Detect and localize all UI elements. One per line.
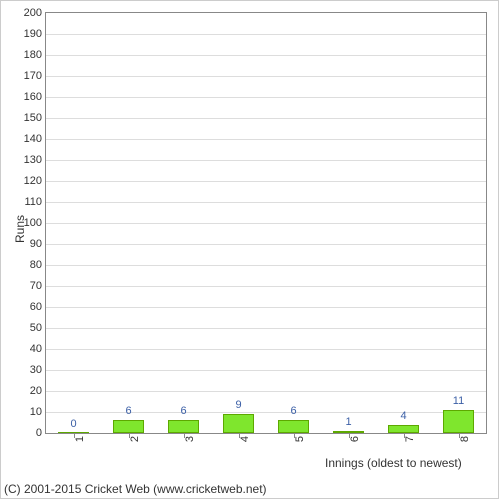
grid-line	[46, 223, 486, 224]
y-tick-label: 160	[24, 91, 42, 103]
y-tick-label: 200	[24, 7, 42, 19]
bar-value-label: 1	[345, 416, 351, 428]
y-tick-label: 20	[30, 385, 42, 397]
bar	[443, 410, 473, 433]
bar-value-label: 6	[180, 405, 186, 417]
y-tick-label: 30	[30, 364, 42, 376]
bar-value-label: 6	[290, 405, 296, 417]
bar-value-label: 4	[400, 410, 406, 422]
grid-line	[46, 244, 486, 245]
bar-value-label: 9	[235, 399, 241, 411]
bar-value-label: 6	[125, 405, 131, 417]
grid-line	[46, 286, 486, 287]
x-tick-label: 6	[349, 436, 361, 442]
grid-line	[46, 412, 486, 413]
grid-line	[46, 160, 486, 161]
x-tick-label: 1	[74, 436, 86, 442]
bar	[113, 420, 143, 433]
x-tick-label: 5	[294, 436, 306, 442]
grid-line	[46, 76, 486, 77]
y-tick-label: 70	[30, 280, 42, 292]
bar	[223, 414, 253, 433]
chart-container: 0102030405060708090100110120130140150160…	[0, 0, 500, 500]
y-tick-label: 10	[30, 406, 42, 418]
y-tick-label: 170	[24, 70, 42, 82]
bar	[278, 420, 308, 433]
y-tick-label: 110	[24, 196, 42, 208]
y-tick-label: 190	[24, 28, 42, 40]
y-tick-label: 60	[30, 301, 42, 313]
y-tick-label: 40	[30, 343, 42, 355]
grid-line	[46, 202, 486, 203]
grid-line	[46, 265, 486, 266]
grid-line	[46, 97, 486, 98]
bar-value-label: 11	[453, 395, 464, 407]
y-tick-label: 50	[30, 322, 42, 334]
bar-value-label: 0	[70, 418, 76, 430]
grid-line	[46, 118, 486, 119]
x-tick-label: 4	[239, 436, 251, 442]
grid-line	[46, 181, 486, 182]
y-tick-label: 0	[36, 427, 42, 439]
plot-area: 0102030405060708090100110120130140150160…	[45, 12, 487, 434]
x-tick-label: 2	[129, 436, 141, 442]
y-tick-label: 150	[24, 112, 42, 124]
y-axis-label: Runs	[13, 215, 27, 243]
bar	[388, 425, 418, 433]
y-tick-label: 180	[24, 49, 42, 61]
grid-line	[46, 55, 486, 56]
y-tick-label: 90	[30, 238, 42, 250]
grid-line	[46, 328, 486, 329]
grid-line	[46, 391, 486, 392]
grid-line	[46, 34, 486, 35]
y-tick-label: 80	[30, 259, 42, 271]
x-tick-label: 3	[184, 436, 196, 442]
copyright-text: (C) 2001-2015 Cricket Web (www.cricketwe…	[4, 482, 267, 496]
y-tick-label: 140	[24, 133, 42, 145]
grid-line	[46, 139, 486, 140]
y-tick-label: 120	[24, 175, 42, 187]
grid-line	[46, 349, 486, 350]
x-axis-label: Innings (oldest to newest)	[325, 456, 462, 470]
grid-line	[46, 307, 486, 308]
x-tick-label: 7	[404, 436, 416, 442]
bar	[168, 420, 198, 433]
grid-line	[46, 370, 486, 371]
y-tick-label: 130	[24, 154, 42, 166]
x-tick-label: 8	[459, 436, 471, 442]
